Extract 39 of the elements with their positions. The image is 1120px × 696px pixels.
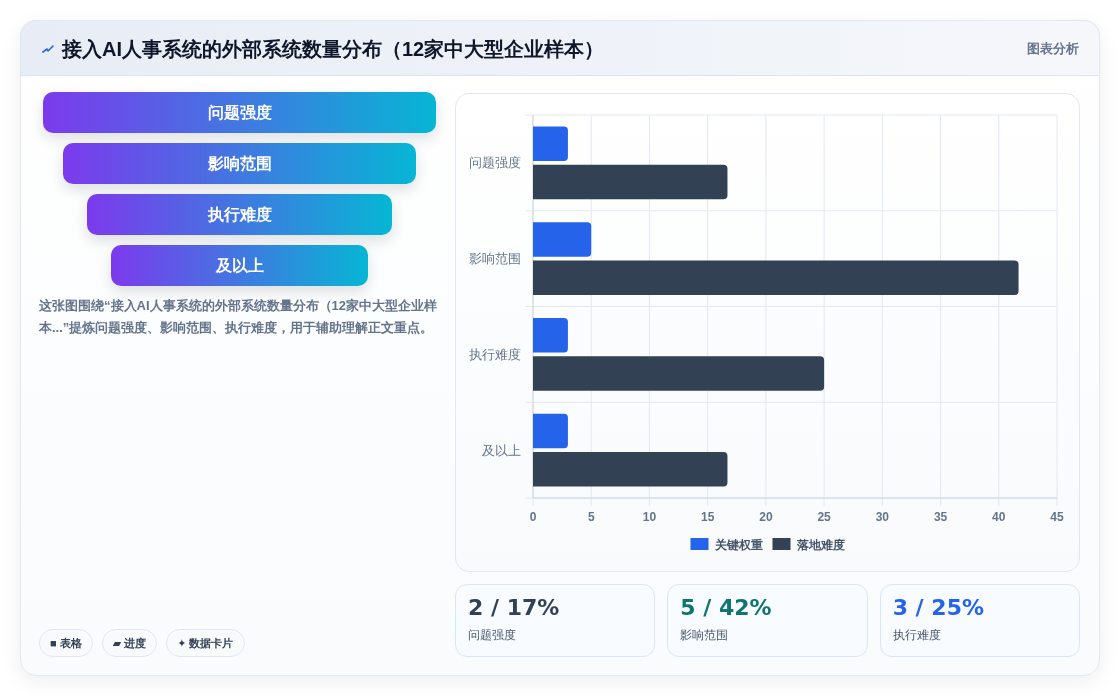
y-tick-label: 问题强度 [469,155,521,171]
text: 5 / 42% [680,595,772,620]
bar [533,260,1019,296]
text: 3 / 25% [892,595,984,620]
x-tick-label: 10 [642,510,657,524]
bar [533,317,568,353]
x-tick-label: 40 [992,510,1006,524]
text: ▰ 进度 [101,629,158,657]
text: 图表分析 [1027,40,1079,58]
x-tick-label: 30 [875,510,890,524]
text: ✦ 数据卡片 [166,629,245,657]
x-tick-label: 5 [587,510,595,524]
text: 2 / 17% [468,595,560,620]
category-label: 问题强度 [43,92,436,133]
bar [533,126,568,161]
text: 这张图围绕“接入AI人事系统的外部系统数量分布（12家中大型企业样本...”提炼问题强度、影响范围、执行难度，用于辅助理解正文重点。 [39,297,438,337]
text: ■ 表格 [39,629,93,657]
x-tick-label: 20 [759,510,773,524]
y-tick-label: 影响范围 [469,251,521,267]
bar [533,164,728,200]
category-label: 执行难度 [892,627,941,644]
x-tick-label: 0 [529,510,537,524]
x-tick-label: 45 [1050,510,1064,524]
bar [533,413,568,449]
x-tick-label: 35 [933,510,948,524]
bar [533,452,728,487]
category-label: 影响范围 [63,143,416,184]
bar [533,356,825,391]
x-tick-label: 15 [700,510,715,524]
legend-label: 落地难度 [795,537,845,552]
y-tick-label: 执行难度 [469,346,521,362]
y-tick-label: 及以上 [482,442,521,458]
category-label: 执行难度 [87,194,392,235]
category-label: 及以上 [111,245,368,286]
legend-label: 关键权重 [713,537,763,552]
category-label: 影响范围 [680,627,729,644]
x-tick-label: 25 [817,510,832,524]
bar [533,222,592,257]
text: 接入AI人事系统的外部系统数量分布（12家中大型企业样本） [62,37,605,62]
